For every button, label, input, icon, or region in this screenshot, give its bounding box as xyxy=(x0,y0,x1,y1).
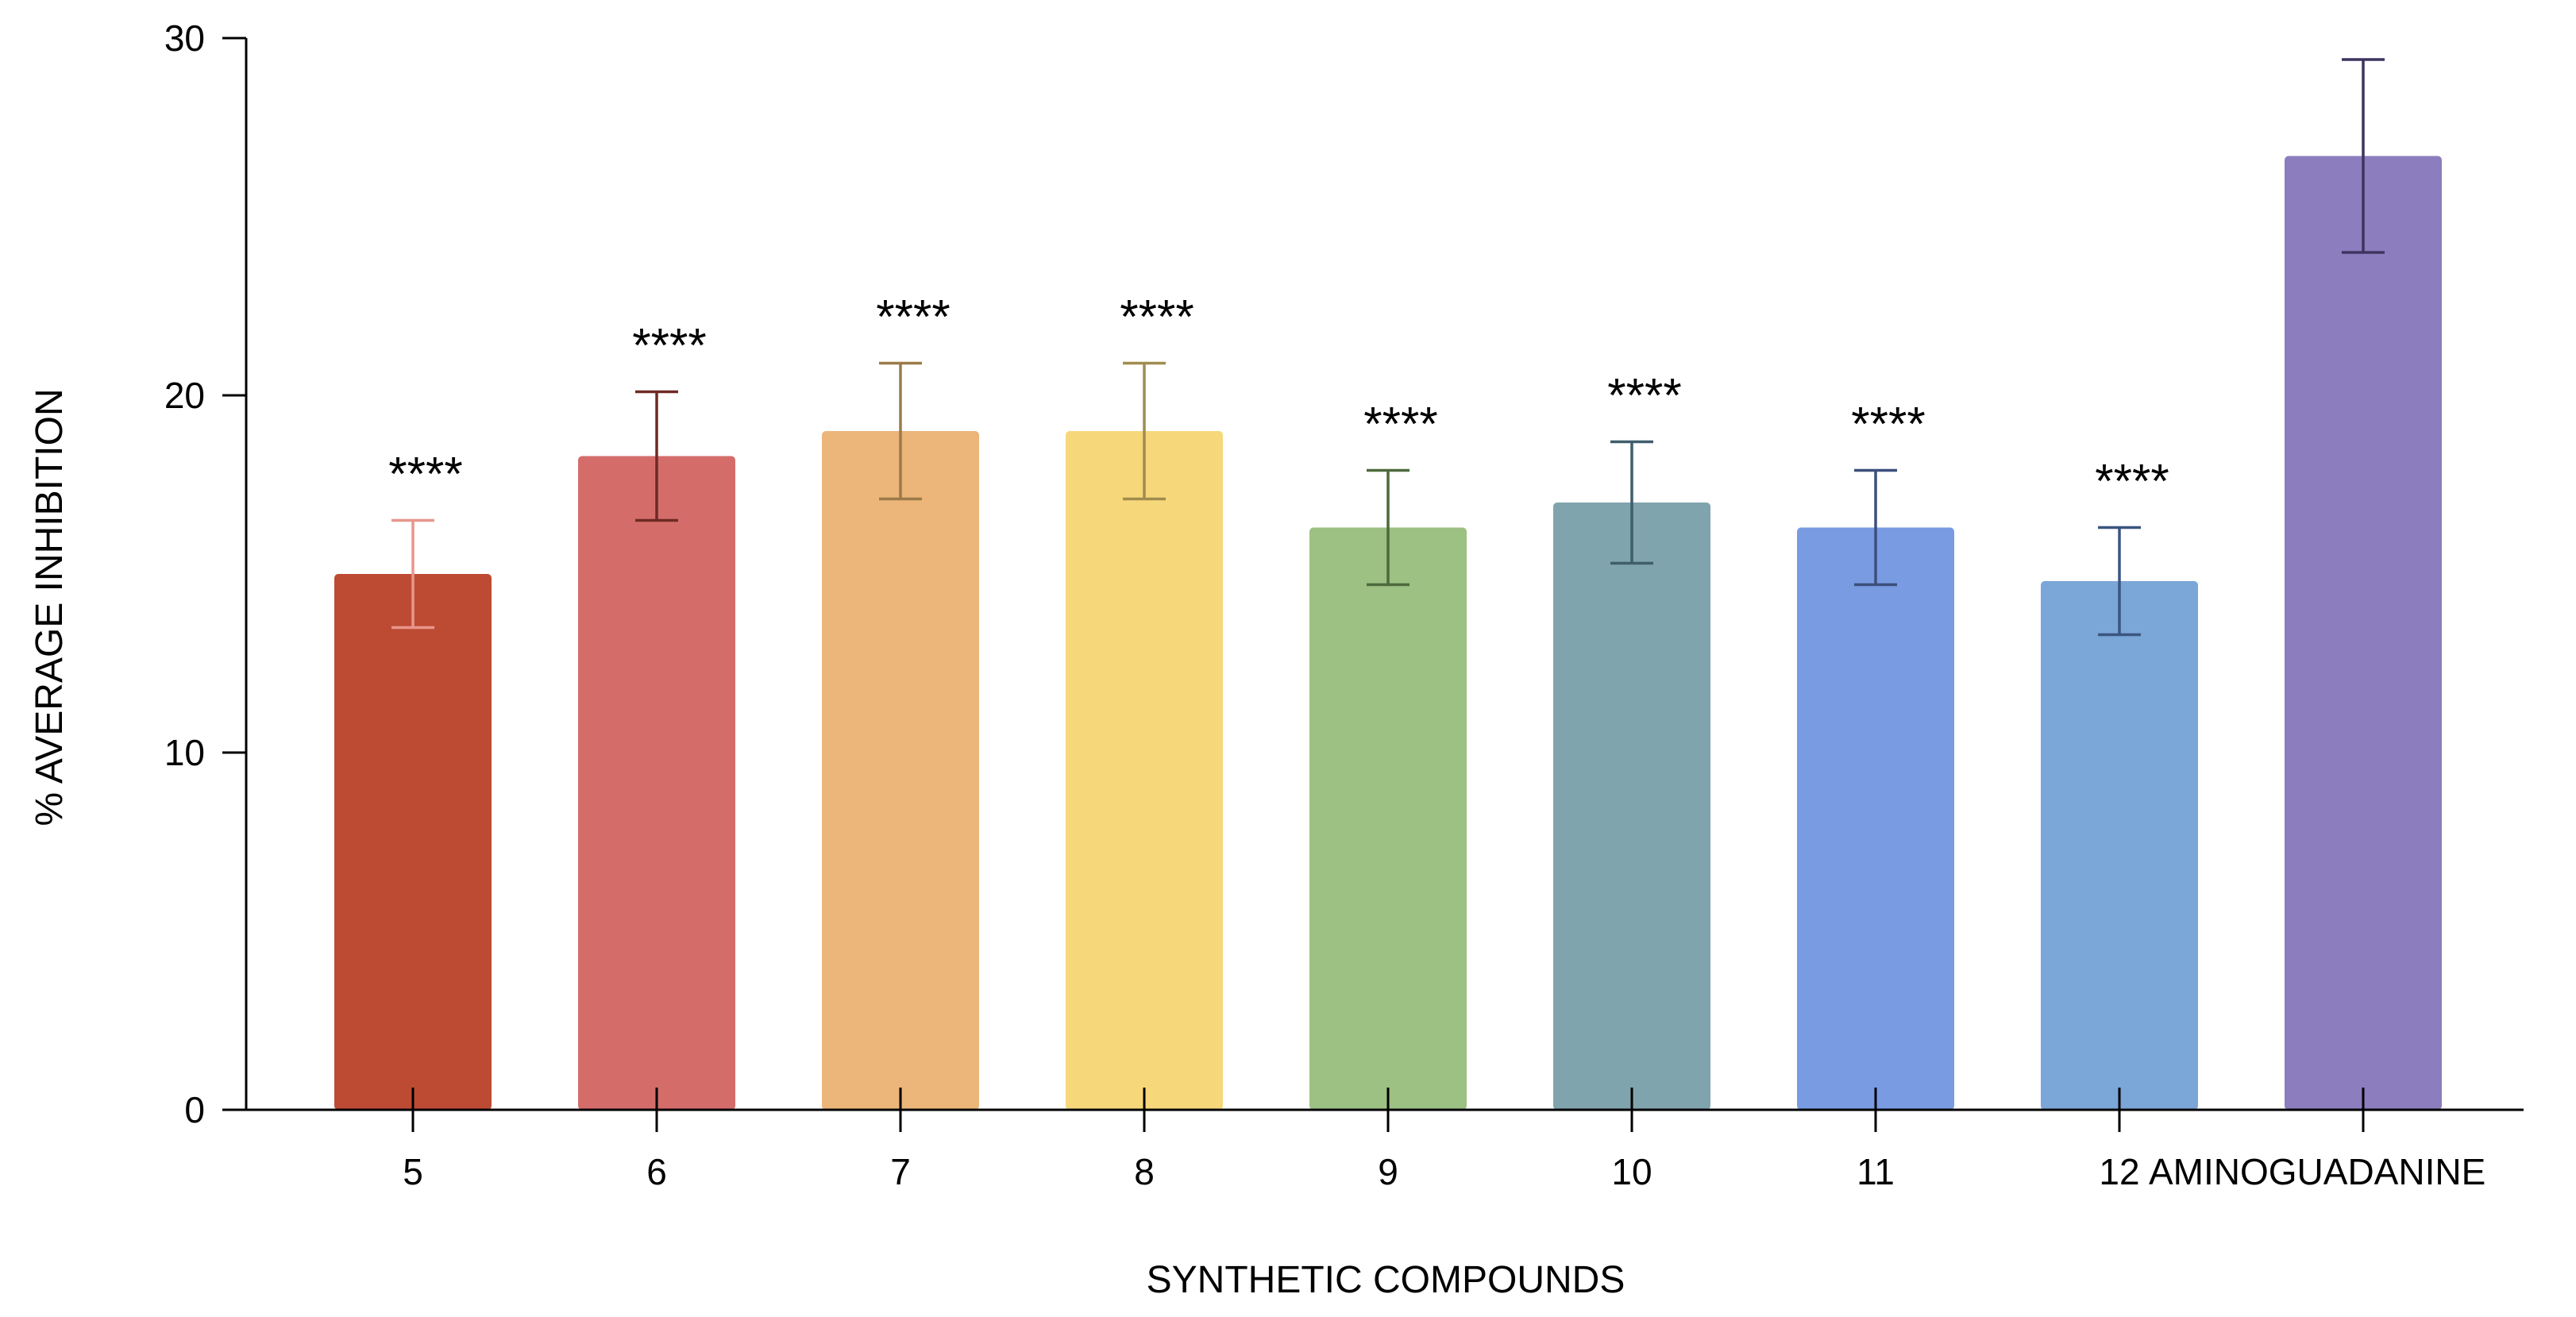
x-tick-label: AMINOGUADANINE xyxy=(2149,1151,2485,1192)
error-bar xyxy=(1123,361,1166,501)
x-axis-title: SYNTHETIC COMPOUNDS xyxy=(1147,1259,1625,1301)
y-axis-title: % AVERAGE INHIBITION xyxy=(29,388,71,826)
significance-label: **** xyxy=(388,448,462,501)
significance-label: **** xyxy=(1851,398,1925,451)
y-ticks: 0 10 20 30 xyxy=(164,17,246,1130)
bars-layer xyxy=(334,156,2442,1110)
error-bar xyxy=(879,361,922,501)
significance-layer: **** **** **** **** **** **** **** **** xyxy=(388,291,2169,508)
y-tick-label: 10 xyxy=(164,732,205,773)
x-tick-label: 12 xyxy=(2099,1151,2139,1192)
x-tick-label: 11 xyxy=(1857,1151,1895,1192)
x-tick-label: 10 xyxy=(1611,1151,1652,1192)
error-bar xyxy=(2342,58,2385,254)
y-tick-label: 20 xyxy=(164,375,205,416)
x-tick-label: 8 xyxy=(1134,1151,1155,1192)
error-bar xyxy=(1854,468,1897,587)
error-bars-layer xyxy=(391,58,2385,637)
x-tick-label: 7 xyxy=(890,1151,911,1192)
bar xyxy=(334,574,492,1110)
significance-label: **** xyxy=(2095,455,2169,508)
bar xyxy=(1553,503,1710,1110)
error-bar xyxy=(1610,440,1653,565)
significance-label: **** xyxy=(876,291,950,344)
significance-label: **** xyxy=(1363,398,1437,451)
error-bar xyxy=(1367,468,1409,587)
x-tick-label: 9 xyxy=(1378,1151,1398,1192)
bar xyxy=(1066,431,1223,1110)
significance-label: **** xyxy=(1120,291,1194,344)
x-tick-label: 5 xyxy=(403,1151,423,1192)
bar xyxy=(1309,527,1467,1110)
error-bar xyxy=(635,390,678,522)
bar xyxy=(1797,527,1954,1110)
y-tick-label: 0 xyxy=(184,1089,205,1130)
bar xyxy=(578,456,735,1110)
x-ticks: 5 6 7 8 9 10 11 12 AMINOGUADANINE xyxy=(403,1088,2485,1192)
bar xyxy=(2041,581,2198,1110)
significance-label: **** xyxy=(1607,369,1681,422)
error-bar xyxy=(391,518,434,630)
significance-label: **** xyxy=(632,319,706,372)
bar xyxy=(2285,156,2442,1110)
error-bar xyxy=(2098,526,2141,637)
y-tick-label: 30 xyxy=(164,17,205,59)
x-tick-label: 6 xyxy=(646,1151,667,1192)
bar xyxy=(822,431,979,1110)
